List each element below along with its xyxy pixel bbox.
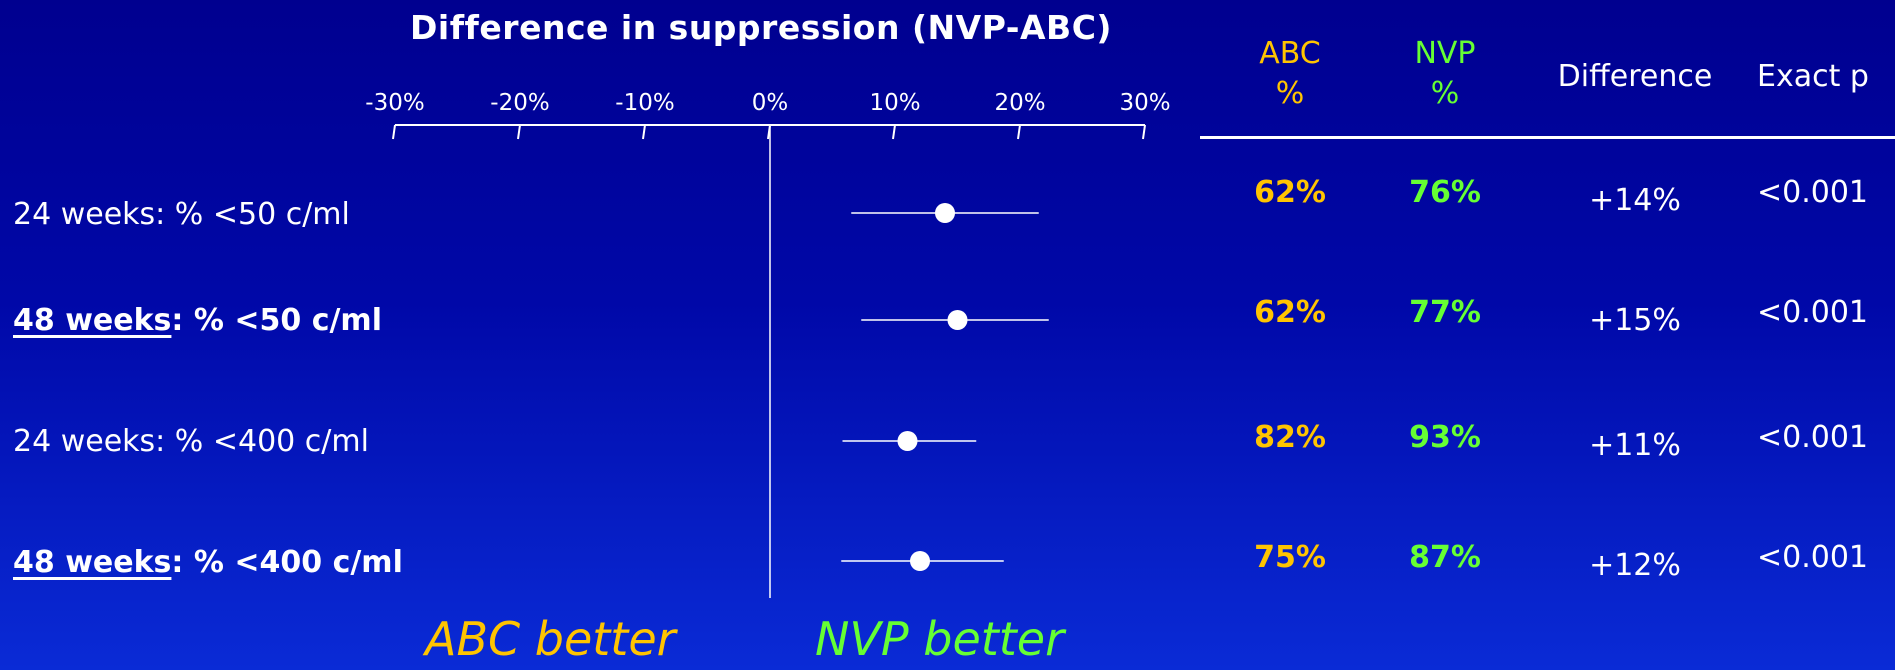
difference-value: +11% xyxy=(1589,428,1681,463)
difference-header: Difference xyxy=(1557,59,1713,94)
exact-p-value: <0.001 xyxy=(1757,295,1869,330)
exact-p-value: <0.001 xyxy=(1757,420,1869,455)
row-label: 48 weeks: % <400 c/ml xyxy=(13,545,403,580)
abc-header-name: ABC xyxy=(1259,36,1321,71)
row-label-text: : % <50 c/ml xyxy=(171,303,382,338)
abc-header-unit: % xyxy=(1275,76,1305,111)
abc-value: 82% xyxy=(1254,420,1326,455)
nvp-header-unit: % xyxy=(1430,76,1460,111)
x-tick-label: -10% xyxy=(615,90,674,116)
difference-value: +12% xyxy=(1589,548,1681,583)
exact-p-header: Exact p xyxy=(1757,59,1869,94)
difference-value: +14% xyxy=(1589,183,1681,218)
abc-value: 62% xyxy=(1254,295,1326,330)
x-tick-mark xyxy=(517,124,521,140)
point-estimate xyxy=(910,551,930,571)
row-label: 48 weeks: % <50 c/ml xyxy=(13,303,382,338)
nvp-header: NVP % xyxy=(1395,34,1495,114)
row-label-emphasis: 48 weeks xyxy=(13,545,172,580)
row-label-text: 24 weeks: % <400 c/ml xyxy=(13,424,369,459)
nvp-better-label: NVP better xyxy=(815,612,1065,666)
point-estimate xyxy=(897,431,918,451)
row-label: 24 weeks: % <400 c/ml xyxy=(13,424,369,459)
nvp-value: 87% xyxy=(1409,540,1481,575)
point-estimate xyxy=(935,203,955,223)
abc-value: 62% xyxy=(1254,175,1326,210)
row-label-text: : % <400 c/ml xyxy=(171,545,403,580)
abc-header: ABC % xyxy=(1240,34,1340,114)
nvp-value: 76% xyxy=(1409,175,1481,210)
x-tick-label: 30% xyxy=(1119,90,1170,116)
chart-title: Difference in suppression (NVP-ABC) xyxy=(410,8,1112,47)
x-tick-label: 10% xyxy=(869,90,920,116)
point-estimate xyxy=(947,310,968,330)
exact-p-value: <0.001 xyxy=(1757,540,1869,575)
forest-plot: -30% -20% -10% 0% 10% 20% 30% xyxy=(0,0,1200,670)
row-label: 24 weeks: % <50 c/ml xyxy=(13,197,350,232)
abc-better-label: ABC better xyxy=(425,612,676,666)
x-tick-label: 0% xyxy=(752,90,789,116)
table-divider xyxy=(1200,136,1895,139)
x-tick-mark xyxy=(392,124,396,140)
row-label-emphasis: 48 weeks xyxy=(13,303,172,338)
x-tick-mark xyxy=(642,124,646,140)
difference-value: +15% xyxy=(1589,303,1681,338)
abc-value: 75% xyxy=(1254,540,1326,575)
nvp-header-name: NVP xyxy=(1414,36,1476,71)
x-tick-label: -30% xyxy=(365,90,424,116)
x-tick-mark xyxy=(1017,124,1021,140)
nvp-value: 93% xyxy=(1409,420,1481,455)
x-tick-label: -20% xyxy=(490,90,549,116)
x-tick-mark xyxy=(1142,124,1146,140)
x-tick-mark xyxy=(892,124,896,140)
exact-p-value: <0.001 xyxy=(1757,175,1869,210)
nvp-value: 77% xyxy=(1409,295,1481,330)
x-tick-label: 20% xyxy=(994,90,1045,116)
row-label-text: 24 weeks: % <50 c/ml xyxy=(13,197,350,232)
